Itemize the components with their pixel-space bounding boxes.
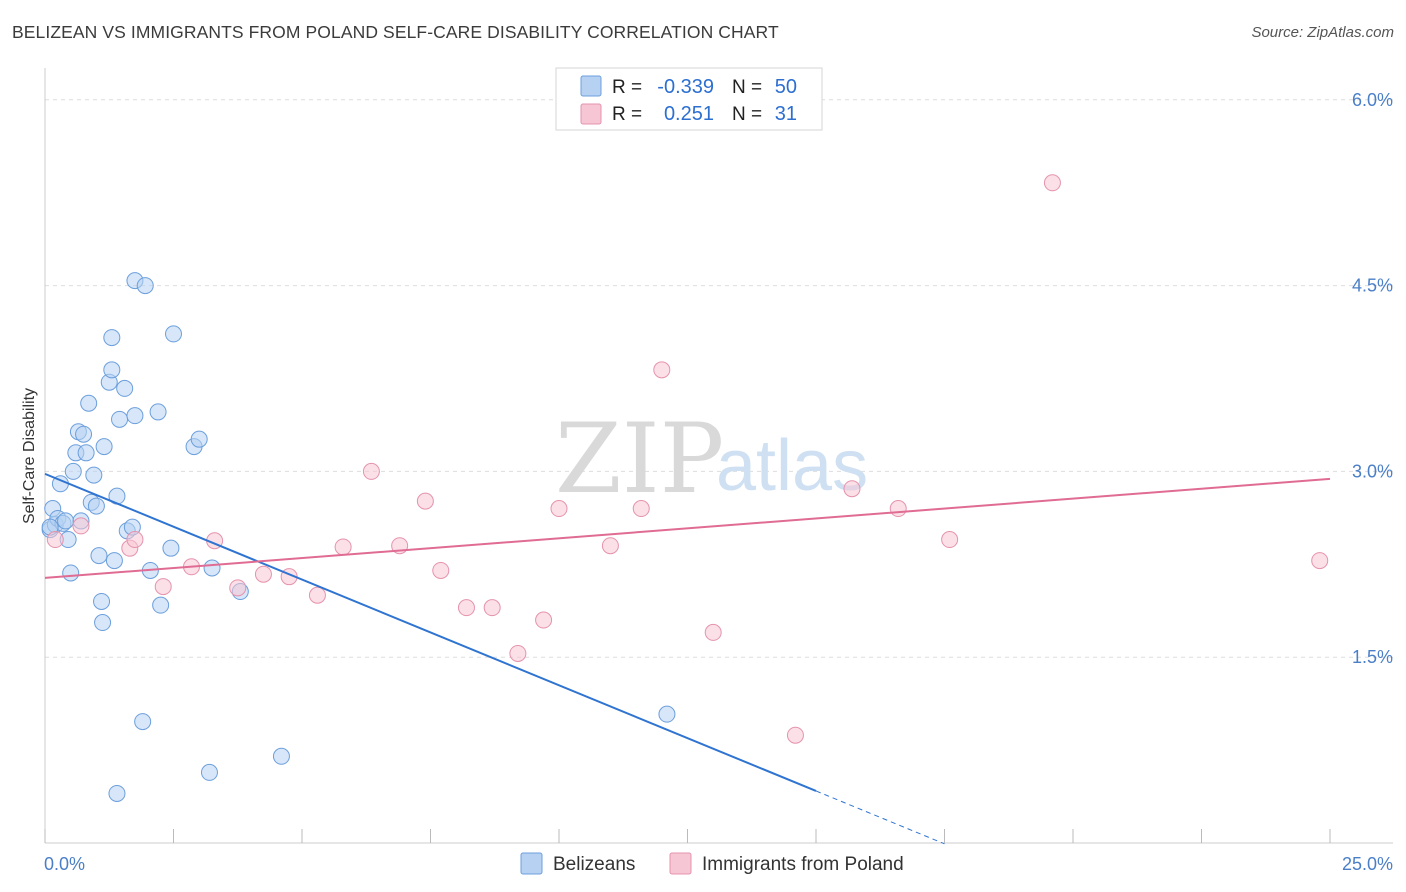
chart-source: Source: ZipAtlas.com [1251,24,1394,41]
belizeans-point [64,462,82,480]
y-tick-label: 3.0% [1352,461,1393,481]
belizeans-point [85,466,103,484]
belizeans-point [152,596,170,614]
poland-point [550,500,568,518]
poland-point [1043,174,1061,192]
legend-swatch-poland [580,103,602,125]
poland-point [126,531,144,549]
chart-title: BELIZEAN VS IMMIGRANTS FROM POLAND SELF-… [12,22,779,42]
belizeans-trend-extension [815,790,945,845]
belizeans-trend-line [44,472,817,792]
poland-point [535,611,553,629]
poland-point [786,726,804,744]
bottom-legend-swatch-belizeans [520,852,543,875]
belizeans-point [203,559,221,577]
belizeans-point [162,539,180,557]
poland-point [416,492,434,510]
bottom-legend-label-poland: Immigrants from Poland [702,854,904,875]
poland-point [889,500,907,518]
legend-r-value-poland: 0.251 [664,103,714,125]
legend-swatch-belizeans [580,75,602,97]
legend-top: R = -0.339 N = 50 R = 0.251 N = 31 [555,67,823,131]
belizeans-point [126,407,144,425]
legend-r-label-poland: R = [612,104,642,125]
belizeans-point [105,552,123,570]
poland-point [653,361,671,379]
belizeans-point [94,614,112,632]
belizeans-point [116,379,134,397]
poland-point [601,537,619,555]
belizeans-point [103,361,121,379]
belizeans-point [57,512,75,530]
belizeans-point [77,444,95,462]
axes: 1.5% 3.0% 4.5% 6.0% [44,68,1393,844]
watermark-atlas: atlas [716,426,868,506]
poland-point [941,531,959,549]
trend-lines [44,472,1331,845]
y-tick-label: 4.5% [1352,276,1393,296]
belizeans-point [80,394,98,412]
poland-trend-line [44,477,1331,579]
belizeans-point [190,430,208,448]
belizeans-point [95,438,113,456]
watermark: ZIP atlas [555,403,868,515]
bottom-legend-swatch-poland [669,852,692,875]
x-tick-label-min: 0.0% [44,854,85,874]
poland-point [254,565,272,583]
belizeans-point [165,325,182,343]
bottom-legend-label-belizeans: Belizeans [553,854,635,875]
belizeans-point [108,784,126,802]
y-tick-label: 1.5% [1352,647,1393,667]
belizeans-point [75,425,93,443]
belizeans-point [136,277,154,295]
legend-n-value-poland: 31 [775,103,797,125]
y-axis-title: Self-Care Disability [21,388,38,524]
belizeans-point [93,592,111,610]
poland-point [432,561,450,579]
grid-lines [45,99,1393,658]
poland-point [1311,552,1329,570]
belizeans-point [134,713,152,731]
poland-point [72,517,90,535]
poland-point [704,623,722,641]
poland-point [843,480,861,498]
legend-bottom: Belizeans Immigrants from Poland [520,852,904,875]
poland-point [334,538,352,556]
legend-n-value-belizeans: 50 [775,76,797,98]
belizeans-point [90,547,108,565]
poland-point [509,644,527,662]
belizeans-point [149,403,167,421]
belizeans-point [272,747,290,765]
belizeans-point [87,497,105,515]
poland-point [154,578,172,596]
belizeans-point [658,705,676,723]
poland-point [632,500,650,518]
poland-point [362,462,380,480]
legend-n-label-belizeans: N = [732,77,762,98]
x-tick-label-max: 25.0% [1342,854,1393,874]
poland-point [46,531,64,549]
data-points [41,174,1329,802]
belizeans-point [103,329,121,347]
legend-n-label-poland: N = [732,104,762,125]
poland-point [229,579,247,597]
legend-r-value-belizeans: -0.339 [657,76,714,98]
belizeans-point [111,410,129,428]
poland-point [483,599,501,617]
poland-point [308,586,326,604]
belizeans-point [62,564,80,582]
watermark-zip: ZIP [555,403,724,515]
y-tick-label: 6.0% [1352,90,1393,110]
poland-point [457,599,475,617]
legend-r-label-belizeans: R = [612,77,642,98]
belizeans-point [200,763,218,781]
